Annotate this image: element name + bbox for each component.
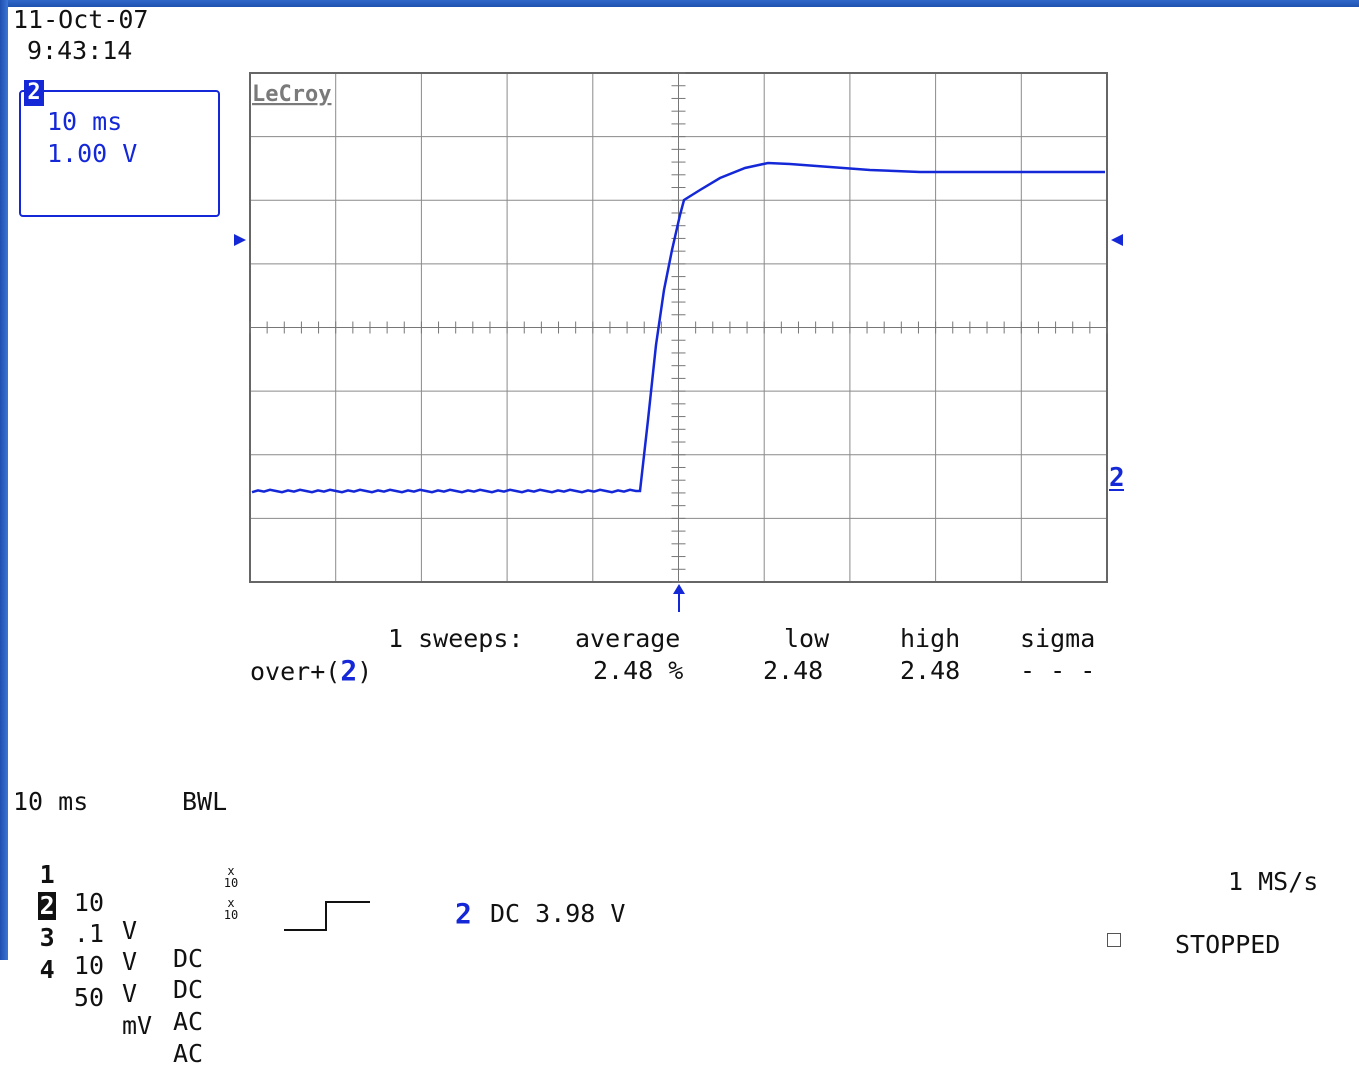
parameter-close: ) — [357, 657, 373, 686]
channel-row-3[interactable]: 3 10 V AC x 10 — [8, 896, 239, 1036]
channel-unit: V — [122, 979, 138, 1008]
date-readout: 11-Oct-07 — [13, 5, 149, 34]
column-high: high — [900, 624, 961, 653]
channel-row-4[interactable]: 4 50 mV AC — [8, 928, 204, 1068]
graticule-ticks — [249, 72, 1108, 583]
channel-badge: 2 — [24, 80, 44, 106]
trace-channel-marker: 2 — [1109, 463, 1125, 493]
bandwidth-limit-label: BWL — [182, 787, 228, 816]
channel-coupling: DC — [173, 975, 204, 1004]
probe-x10-label: x 10 — [223, 864, 239, 890]
channel-row-1[interactable]: 1 10 V DC — [8, 833, 204, 973]
channel-coupling: AC — [173, 1039, 204, 1068]
scope-display[interactable]: LeCroy 2 — [0, 0, 1359, 960]
trigger-channel: 2 — [455, 897, 472, 930]
channel-coupling: AC — [173, 1007, 204, 1036]
trigger-level: DC 3.98 V — [490, 899, 626, 928]
parameter-channel: 2 — [340, 654, 358, 687]
value-high: 2.48 — [900, 656, 961, 685]
channel-setting-box[interactable] — [19, 90, 220, 217]
waveform-trace — [251, 161, 1105, 494]
channel-row-2[interactable]: 2 .1 V DC x 10 — [8, 864, 238, 1004]
channel-scale: 50 — [73, 983, 104, 1012]
value-average: 2.48 % — [593, 656, 684, 685]
brand-logo: LeCroy — [252, 82, 331, 107]
sweeps-count: 1 sweeps: — [388, 624, 524, 653]
column-average: average — [575, 624, 681, 653]
right-level-marker-icon — [1111, 234, 1123, 246]
acquisition-status: STOPPED — [1175, 930, 1281, 959]
trigger-rising-edge-icon — [284, 901, 370, 931]
channel-unit: V — [122, 916, 138, 945]
parameter-name: over+( — [250, 657, 341, 686]
value-low: 2.48 — [763, 656, 824, 685]
trigger-position-arrow-icon — [673, 584, 685, 612]
probe-x10-label: x 10 — [223, 896, 239, 922]
time-readout: 9:43:14 — [27, 36, 133, 65]
channel-number: 3 — [39, 923, 55, 952]
channel-unit: mV — [122, 1011, 153, 1040]
channel-time-per-div: 10 ms — [47, 107, 123, 136]
window-left-border — [0, 0, 8, 960]
window-top-border — [0, 0, 1359, 7]
channel-coupling: DC — [173, 944, 204, 973]
channel-number: 4 — [39, 955, 55, 984]
sample-rate: 1 MS/s — [1228, 867, 1319, 896]
column-low: low — [784, 624, 830, 653]
status-checkbox[interactable] — [1107, 933, 1121, 947]
left-level-marker-icon — [234, 234, 246, 246]
channel-number: 2 — [38, 891, 57, 920]
channel-volts-per-div: 1.00 V — [47, 139, 138, 168]
measurement-parameter[interactable]: over+(2) — [250, 657, 372, 686]
channel-number: 1 — [39, 860, 55, 889]
column-sigma: sigma — [1020, 624, 1096, 653]
timebase-readout: 10 ms — [13, 787, 89, 816]
channel-scale: 10 — [73, 888, 104, 917]
channel-unit: V — [122, 947, 138, 976]
channel-scale: .1 — [73, 919, 104, 948]
value-sigma: - - - — [1020, 656, 1096, 685]
